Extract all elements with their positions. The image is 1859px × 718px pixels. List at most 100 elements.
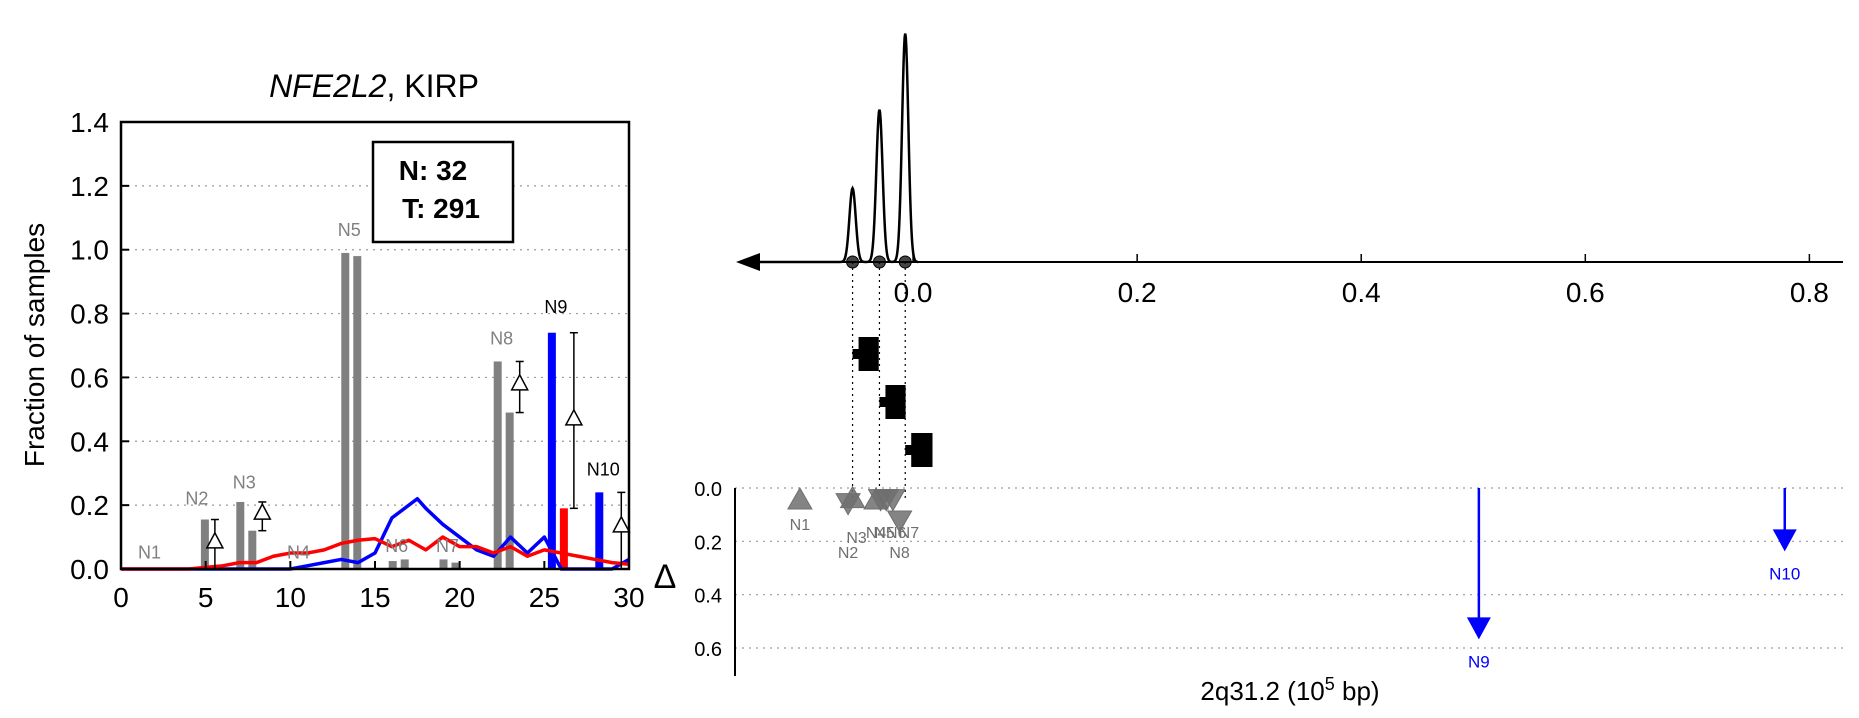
normal-bar xyxy=(341,252,350,569)
right-x-axis-label: 2q31.2 (105 bp) xyxy=(1200,674,1379,706)
tumor-bar xyxy=(248,530,257,569)
y-tick-label: 1.4 xyxy=(70,107,109,138)
neutral-marker-label: N2 xyxy=(838,545,859,562)
x-tick-label: 20 xyxy=(444,582,475,613)
delta-tick-label: 0.2 xyxy=(694,532,722,554)
tumor-bar xyxy=(451,562,460,569)
y-tick-label: 0.6 xyxy=(70,362,109,393)
left-delta-markers xyxy=(205,331,631,570)
normal-bar xyxy=(493,361,502,569)
x-tick-label: 25 xyxy=(529,582,560,613)
neutral-marker-label: N7 xyxy=(899,525,920,542)
neutral-marker-label: N5 xyxy=(874,525,895,542)
y-tick-label: 1.0 xyxy=(70,235,109,266)
segment-block xyxy=(885,385,906,419)
x-tick-label: 15 xyxy=(359,582,390,613)
peak-label: N7 xyxy=(436,536,459,556)
tumor-bar xyxy=(547,332,556,569)
density-line xyxy=(121,535,630,571)
title-gene: NFE2L2 xyxy=(269,68,387,104)
tumor-arrow-label: N10 xyxy=(1769,564,1800,583)
tumor-bar xyxy=(200,519,209,569)
normal-bar xyxy=(236,501,245,569)
segment-stub xyxy=(879,397,888,407)
delta-triangle xyxy=(510,373,529,391)
genomic-tick-label: 0.0 xyxy=(894,277,933,308)
left-panel-bar-chart: NFE2L2, KIRP N1 N2 N3 N4 N5 N6 N7 N8 N9 N10 0 5 10 1… xyxy=(19,68,645,613)
left-peak-labels: N1 N2 N3 N4 N5 N6 N7 N8 N9 N10 xyxy=(138,220,620,562)
peak-label: N9 xyxy=(544,297,567,317)
genomic-tick-label: 0.4 xyxy=(1342,277,1381,308)
neutral-marker-label: N4 xyxy=(866,525,887,542)
delta-triangle xyxy=(205,531,225,549)
delta-tick-label: 0.0 xyxy=(694,479,722,501)
neutral-marker xyxy=(880,489,906,512)
x-tick-label: 30 xyxy=(613,582,644,613)
genomic-tick-label: 0.6 xyxy=(1566,277,1605,308)
x-tick-label: 0 xyxy=(113,582,129,613)
peak-label: N8 xyxy=(490,329,513,349)
title-cancer: , KIRP xyxy=(386,68,478,104)
x-tick-label: 10 xyxy=(275,582,306,613)
tumor-arrow-head xyxy=(1466,617,1491,640)
neutral-marker xyxy=(839,485,866,509)
normal-count: N: 32 xyxy=(399,155,467,186)
neutral-marker xyxy=(886,510,913,534)
delta-tick-label: 0.4 xyxy=(694,586,722,608)
x-label-tail: bp) xyxy=(1335,676,1380,706)
x-label-main: 2q31.2 (10 xyxy=(1200,676,1324,706)
normal-bar xyxy=(559,508,568,569)
y-tick-label: 0.0 xyxy=(70,554,109,585)
delta-triangle xyxy=(612,515,631,533)
tumor-bar xyxy=(505,412,514,569)
delta-triangle xyxy=(564,408,584,426)
peak-label: N3 xyxy=(233,472,256,492)
neutral-marker-label: N8 xyxy=(889,545,910,562)
tumor-bar xyxy=(595,492,604,569)
segment-stub xyxy=(852,349,861,359)
neutral-marker-label: N1 xyxy=(790,517,811,534)
tumor-bar xyxy=(353,256,362,569)
neutral-marker xyxy=(787,486,813,510)
normal-bar xyxy=(439,559,448,569)
peak-label: N5 xyxy=(338,220,361,240)
peak-label: N6 xyxy=(385,536,408,556)
delta-axis-label: Δ xyxy=(654,558,677,596)
left-chart-title: NFE2L2, KIRP xyxy=(269,68,479,104)
y-tick-label: 0.4 xyxy=(70,426,109,457)
right-genomic-axis: 0.0 0.2 0.4 0.6 0.8 xyxy=(736,253,1843,308)
left-y-ticks: 0.0 0.2 0.4 0.6 0.8 1.0 1.2 1.4 xyxy=(70,107,129,585)
tumor-arrow-head xyxy=(1772,529,1797,552)
genomic-tick-label: 0.2 xyxy=(1118,277,1157,308)
y-tick-label: 0.8 xyxy=(70,299,109,330)
normal-bar xyxy=(388,561,397,569)
y-tick-label: 0.2 xyxy=(70,490,109,521)
delta-tick-label: 0.6 xyxy=(694,639,722,661)
counts-box: N: 32 T: 291 xyxy=(371,140,515,244)
neutral-marker-label: N3 xyxy=(846,530,867,547)
segment-stub xyxy=(905,445,914,455)
right-delta-gridlines xyxy=(735,487,1843,649)
left-bars xyxy=(200,252,604,569)
segment-block xyxy=(911,433,933,467)
left-x-ticks: 0 5 10 15 20 25 30 xyxy=(113,561,645,613)
right-density-curve xyxy=(745,33,919,269)
delta-triangle xyxy=(253,502,272,520)
tumor-count: T: 291 xyxy=(402,193,480,224)
peak-label: N4 xyxy=(287,543,310,563)
left-y-axis-label: Fraction of samples xyxy=(19,223,50,467)
peak-label: N2 xyxy=(185,488,208,508)
genomic-axis-arrow xyxy=(736,253,760,271)
density-curve xyxy=(745,33,919,264)
counts-box-frame xyxy=(371,140,515,244)
peak-label: N10 xyxy=(587,460,620,480)
tumor-bar xyxy=(400,559,409,569)
segment-block xyxy=(858,337,879,371)
right-segments xyxy=(851,262,933,498)
x-label-sup: 5 xyxy=(1325,674,1335,694)
y-tick-label: 1.2 xyxy=(70,171,109,202)
genomic-tick-label: 0.8 xyxy=(1790,277,1829,308)
